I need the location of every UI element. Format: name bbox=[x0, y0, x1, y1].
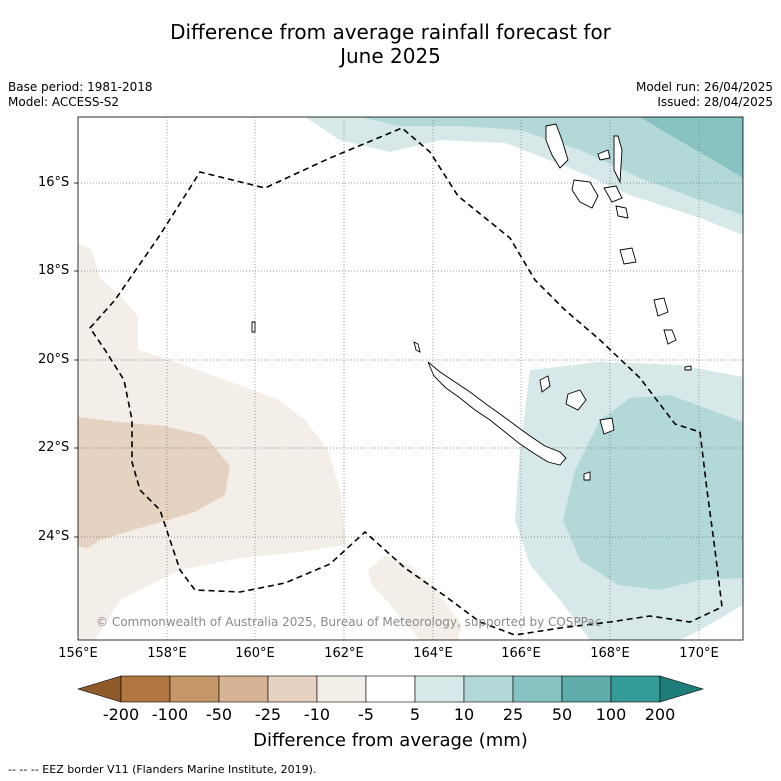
colorbar-segment bbox=[365, 675, 416, 703]
model-run: Model run: 26/04/2025 bbox=[635, 80, 773, 94]
anomaly-wet-medium-southeast bbox=[563, 395, 743, 590]
anomaly-wet-dark-north bbox=[640, 117, 743, 178]
issued-date: Issued: 28/04/2025 bbox=[657, 95, 773, 109]
lon-label-156e: 156°E bbox=[58, 646, 98, 661]
islet-2 bbox=[684, 365, 692, 371]
anomaly-wet-medium-north bbox=[360, 117, 743, 215]
colorbar-title: Difference from average (mm) bbox=[253, 730, 528, 751]
vanuatu-island-8 bbox=[653, 297, 669, 317]
lon-label-158e: 158°E bbox=[147, 646, 187, 661]
colorbar-segment bbox=[316, 675, 367, 703]
colorbar-label: 200 bbox=[644, 705, 676, 724]
loyalty-island-2 bbox=[565, 389, 587, 411]
graticule bbox=[78, 117, 743, 640]
loyalty-island-1 bbox=[539, 375, 551, 393]
colorbar-segment bbox=[120, 675, 171, 703]
colorbar-label: 100 bbox=[595, 705, 627, 724]
colorbar-label: -200 bbox=[102, 705, 140, 724]
colorbar-segment bbox=[169, 675, 220, 703]
lat-label-20s: 20°S bbox=[38, 352, 70, 367]
copyright-notice: © Commonwealth of Australia 2025, Bureau… bbox=[96, 615, 601, 629]
eez-border bbox=[88, 127, 723, 636]
colorbar-segment bbox=[218, 675, 269, 703]
map-frame bbox=[77, 116, 744, 641]
lon-label-168e: 168°E bbox=[590, 646, 630, 661]
colorbar-label: 50 bbox=[551, 705, 573, 724]
colorbar-under-arrow bbox=[76, 675, 122, 703]
vanuatu-island-9 bbox=[663, 329, 677, 345]
lon-label-166e: 166°E bbox=[501, 646, 541, 661]
title-line-2: June 2025 bbox=[340, 44, 441, 68]
loyalty-island-3 bbox=[599, 417, 615, 435]
anomaly-dry-light-south bbox=[368, 556, 462, 640]
colorbar-label: 10 bbox=[453, 705, 475, 724]
lon-label-162e: 162°E bbox=[324, 646, 364, 661]
coastlines bbox=[251, 123, 692, 481]
vanuatu-island-5 bbox=[603, 185, 623, 203]
lat-label-22s: 22°S bbox=[38, 440, 70, 455]
colorbar-over-arrow bbox=[659, 675, 705, 703]
lat-label-16s: 16°S bbox=[38, 175, 70, 190]
vanuatu-island-1 bbox=[545, 123, 569, 169]
lon-label-164e: 164°E bbox=[413, 646, 453, 661]
colorbar-segment bbox=[561, 675, 612, 703]
isle-of-pines bbox=[583, 471, 591, 481]
colorbar-segment bbox=[414, 675, 465, 703]
colorbar-segment bbox=[267, 675, 318, 703]
title-line-1: Difference from average rainfall forecas… bbox=[170, 20, 611, 44]
colorbar-label: 25 bbox=[502, 705, 524, 724]
anomaly-dry-light-west bbox=[78, 243, 346, 640]
colorbar-label: -50 bbox=[205, 705, 233, 724]
colorbar bbox=[76, 675, 705, 703]
anomaly-dry-medium-west bbox=[78, 417, 230, 548]
meta-left: Base period: 1981-2018 Model: ACCESS-S2 bbox=[8, 80, 153, 110]
lon-label-160e: 160°E bbox=[235, 646, 275, 661]
vanuatu-island-7 bbox=[619, 247, 637, 265]
vanuatu-island-6 bbox=[615, 205, 629, 219]
colorbar-label: -25 bbox=[254, 705, 282, 724]
colorbar-label: -10 bbox=[303, 705, 331, 724]
vanuatu-island-3 bbox=[613, 135, 623, 184]
colorbar-segment bbox=[512, 675, 563, 703]
base-period: Base period: 1981-2018 bbox=[8, 80, 153, 94]
new-caledonia-outline bbox=[427, 361, 567, 466]
vanuatu-island-4 bbox=[571, 179, 599, 209]
vanuatu-island-2 bbox=[597, 149, 611, 161]
tick-marks bbox=[74, 182, 78, 538]
lat-label-24s: 24°S bbox=[38, 529, 70, 544]
eez-legend-note: -- -- -- EEZ border V11 (Flanders Marine… bbox=[8, 763, 317, 776]
map-area: © Commonwealth of Australia 2025, Bureau… bbox=[78, 117, 743, 640]
islet-1 bbox=[251, 321, 256, 333]
meta-right: Model run: 26/04/2025 Issued: 28/04/2025 bbox=[636, 80, 773, 110]
lon-label-170e: 170°E bbox=[679, 646, 719, 661]
map-title: Difference from average rainfall forecas… bbox=[0, 20, 781, 68]
colorbar-label: -100 bbox=[151, 705, 189, 724]
colorbar-label: 5 bbox=[409, 705, 421, 724]
colorbar-label: -5 bbox=[358, 705, 374, 724]
colorbar-segment bbox=[610, 675, 661, 703]
model-name: Model: ACCESS-S2 bbox=[8, 95, 120, 109]
colorbar-segment bbox=[463, 675, 514, 703]
islet-3 bbox=[413, 341, 421, 353]
lat-label-18s: 18°S bbox=[38, 263, 70, 278]
